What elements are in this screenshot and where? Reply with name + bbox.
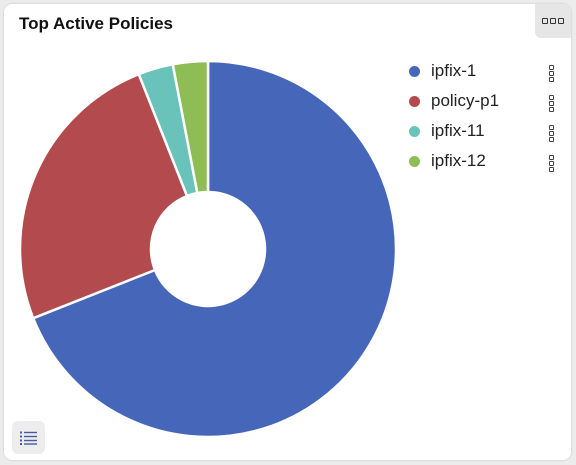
donut-slice-ipfix-12[interactable] [171,59,210,195]
legend-label: policy-p1 [431,91,500,110]
legend-item-ipfix-12[interactable]: ipfix-12 [409,146,559,176]
donut-slice-policy-p1[interactable] [18,72,189,320]
legend-label: ipfix-1 [431,61,477,80]
list-view-button[interactable] [12,421,45,454]
legend-label: ipfix-12 [431,151,486,170]
legend-color-dot [409,125,420,137]
more-vertical-icon[interactable] [549,65,554,82]
top-active-policies-widget: Top Active Policies ipfix-1 policy-p1 ipfi… [4,4,571,460]
legend-item-ipfix-11[interactable]: ipfix-11 [409,116,559,146]
legend-item-ipfix-1[interactable]: ipfix-1 [409,56,559,86]
more-horizontal-icon [542,18,548,24]
donut-slice-ipfix-1[interactable] [31,59,398,439]
legend-color-dot [409,65,420,77]
widget-title: Top Active Policies [19,14,173,33]
legend-label: ipfix-11 [431,121,485,140]
donut-chart [18,59,398,439]
chart-legend: ipfix-1 policy-p1 ipfix-11 ipfix-12 [409,56,559,176]
more-vertical-icon[interactable] [549,95,554,112]
list-icon [20,431,37,445]
legend-color-dot [409,155,420,167]
legend-color-dot [409,95,420,107]
widget-menu-button[interactable] [535,4,571,38]
more-vertical-icon[interactable] [549,155,554,172]
more-vertical-icon[interactable] [549,125,554,142]
legend-item-policy-p1[interactable]: policy-p1 [409,86,559,116]
